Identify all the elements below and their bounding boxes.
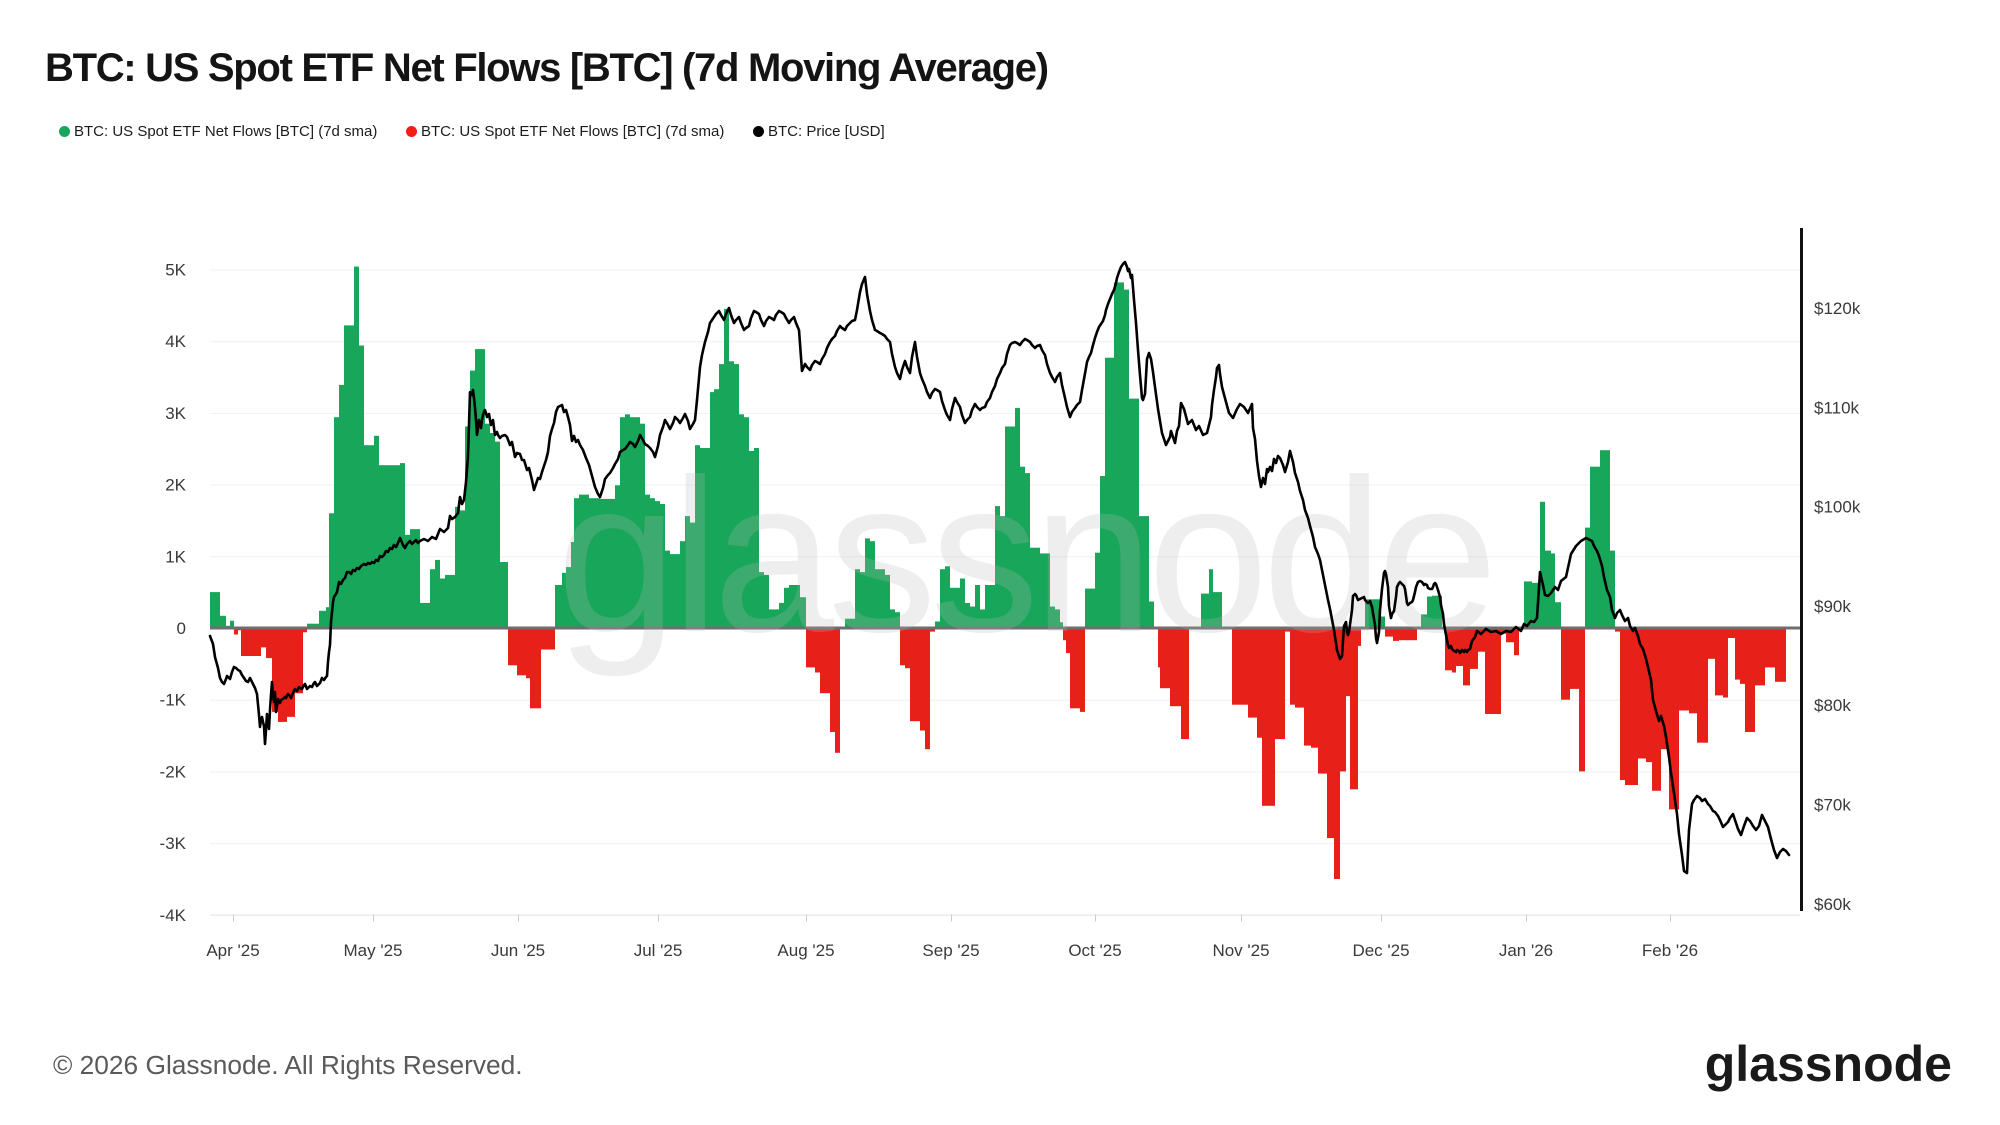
svg-text:Apr '25: Apr '25 [206, 941, 259, 960]
svg-text:Sep '25: Sep '25 [922, 941, 979, 960]
svg-text:-4K: -4K [160, 906, 187, 925]
svg-text:4K: 4K [165, 332, 186, 351]
svg-text:$70k: $70k [1814, 796, 1851, 815]
svg-text:-2K: -2K [160, 762, 187, 781]
svg-text:Oct '25: Oct '25 [1068, 941, 1121, 960]
svg-text:5K: 5K [165, 261, 186, 280]
svg-text:Feb '26: Feb '26 [1642, 941, 1698, 960]
svg-text:1K: 1K [165, 547, 186, 566]
svg-text:Jun '25: Jun '25 [491, 941, 545, 960]
svg-text:-3K: -3K [160, 834, 187, 853]
svg-text:$60k: $60k [1814, 895, 1851, 914]
svg-text:$110k: $110k [1814, 398, 1860, 417]
svg-text:$120k: $120k [1814, 299, 1861, 318]
svg-text:$90k: $90k [1814, 597, 1851, 616]
svg-text:3K: 3K [165, 404, 186, 423]
svg-text:-1K: -1K [160, 691, 187, 710]
svg-text:May '25: May '25 [344, 941, 403, 960]
svg-text:Jan '26: Jan '26 [1499, 941, 1553, 960]
svg-text:$80k: $80k [1814, 696, 1851, 715]
svg-text:$100k: $100k [1814, 498, 1861, 517]
svg-text:Nov '25: Nov '25 [1212, 941, 1269, 960]
svg-text:2K: 2K [165, 476, 186, 495]
svg-text:Dec '25: Dec '25 [1352, 941, 1409, 960]
svg-text:glassnode: glassnode [556, 435, 1491, 678]
svg-text:Aug '25: Aug '25 [777, 941, 834, 960]
svg-text:Jul '25: Jul '25 [634, 941, 683, 960]
svg-text:0: 0 [177, 619, 186, 638]
